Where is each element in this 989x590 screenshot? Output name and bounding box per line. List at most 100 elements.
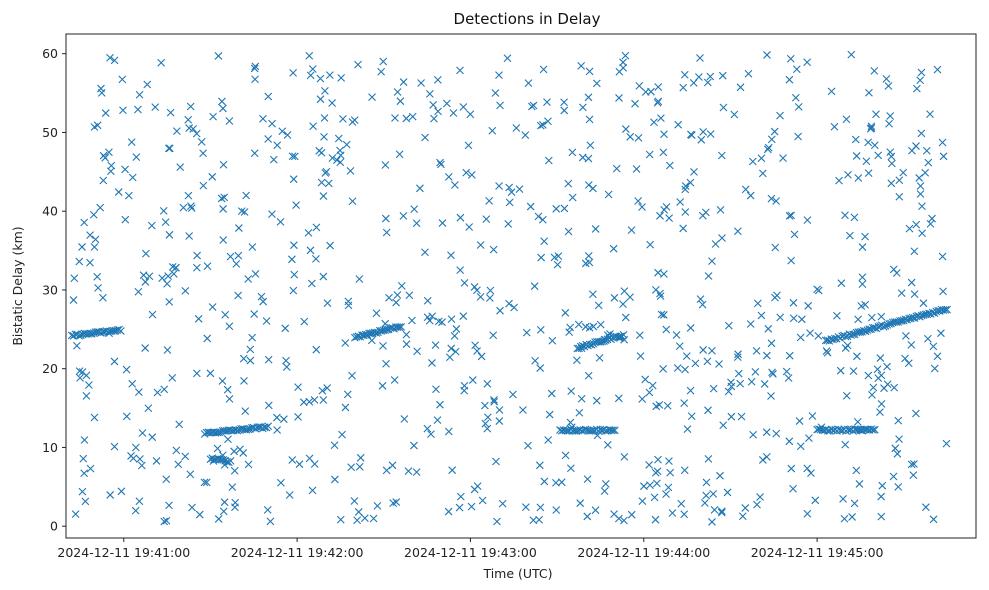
detection-point xyxy=(535,461,544,470)
detection-point xyxy=(850,499,859,508)
detection-point xyxy=(199,181,208,190)
detection-point xyxy=(660,270,668,278)
detection-point xyxy=(124,191,133,200)
detection-point xyxy=(503,54,512,63)
detection-point xyxy=(139,271,148,280)
detection-point xyxy=(101,109,110,117)
detection-point xyxy=(442,99,451,108)
detection-point xyxy=(344,301,353,310)
detection-point xyxy=(933,352,942,361)
detection-point xyxy=(172,263,180,272)
detection-point xyxy=(718,71,727,80)
detection-point xyxy=(490,397,499,406)
detection-point xyxy=(110,357,119,366)
detection-point xyxy=(848,513,856,521)
detection-point xyxy=(787,211,796,220)
detection-point xyxy=(830,122,839,131)
detection-point xyxy=(910,460,918,468)
detection-point xyxy=(78,243,86,251)
detection-point xyxy=(803,464,812,473)
detection-point xyxy=(560,98,568,107)
detection-point xyxy=(276,217,285,226)
detection-point xyxy=(876,408,884,417)
detection-point xyxy=(897,289,906,297)
detection-point xyxy=(638,497,647,505)
detection-point xyxy=(889,265,898,274)
detection-point xyxy=(724,321,733,330)
detection-point xyxy=(854,174,863,182)
detection-point xyxy=(165,144,174,153)
detection-point xyxy=(924,158,933,167)
detection-point xyxy=(744,69,753,78)
detection-point xyxy=(917,129,926,138)
detection-point xyxy=(195,510,204,519)
detection-point xyxy=(208,172,217,181)
detection-point xyxy=(194,314,203,323)
detection-point xyxy=(320,133,328,141)
y-axis-title: Bistatic Delay (km) xyxy=(10,226,25,345)
detection-point xyxy=(381,319,390,328)
detection-point xyxy=(214,52,223,60)
detection-point xyxy=(342,140,351,149)
detection-point xyxy=(734,350,742,359)
detection-point xyxy=(246,356,255,365)
detection-point xyxy=(221,310,230,319)
detection-point xyxy=(738,512,747,521)
detection-point xyxy=(135,497,144,506)
detection-point xyxy=(294,383,302,392)
detection-point xyxy=(708,257,716,266)
detection-point xyxy=(686,178,695,187)
detection-point xyxy=(179,203,188,212)
detection-point xyxy=(912,84,921,93)
detection-point xyxy=(901,331,910,340)
detection-point xyxy=(257,292,266,301)
detection-point xyxy=(343,390,352,399)
detection-point xyxy=(529,101,538,110)
detection-point xyxy=(835,176,843,185)
detection-point xyxy=(423,313,432,322)
detection-point xyxy=(601,480,610,488)
detection-point xyxy=(127,452,135,460)
detection-point xyxy=(611,426,619,435)
detection-point xyxy=(894,416,903,425)
detection-point xyxy=(336,158,345,167)
detection-point xyxy=(242,191,251,200)
detection-point xyxy=(189,124,198,133)
detection-point xyxy=(323,299,332,307)
detection-point xyxy=(772,429,781,438)
detection-point xyxy=(370,328,379,337)
detection-point xyxy=(792,65,801,74)
detection-point xyxy=(854,315,863,324)
detection-point xyxy=(794,102,803,111)
detection-point xyxy=(889,472,898,481)
detection-point xyxy=(447,344,456,353)
detection-point xyxy=(797,315,806,324)
detection-point xyxy=(367,336,376,345)
detection-point xyxy=(682,352,691,361)
detection-point xyxy=(448,466,457,475)
detection-point xyxy=(372,309,381,318)
detection-point xyxy=(910,247,919,256)
detection-point xyxy=(159,206,168,215)
detection-point xyxy=(737,412,746,421)
detection-point xyxy=(626,132,635,141)
detection-point xyxy=(680,510,689,519)
detection-point xyxy=(686,324,695,332)
detection-point xyxy=(148,310,157,319)
detection-point xyxy=(272,413,281,422)
detection-point xyxy=(867,122,876,131)
detection-point xyxy=(236,445,244,454)
detection-point xyxy=(259,297,268,306)
detection-point xyxy=(412,468,421,477)
detection-point xyxy=(853,417,862,426)
detection-point xyxy=(354,508,363,516)
detection-point xyxy=(404,467,413,476)
detection-point xyxy=(907,340,916,349)
detection-point xyxy=(421,133,429,142)
detection-point xyxy=(289,241,298,250)
detection-point xyxy=(282,356,290,365)
detection-point xyxy=(635,331,644,340)
detection-point xyxy=(225,117,234,125)
detection-point xyxy=(804,301,813,310)
detection-point xyxy=(651,285,660,294)
